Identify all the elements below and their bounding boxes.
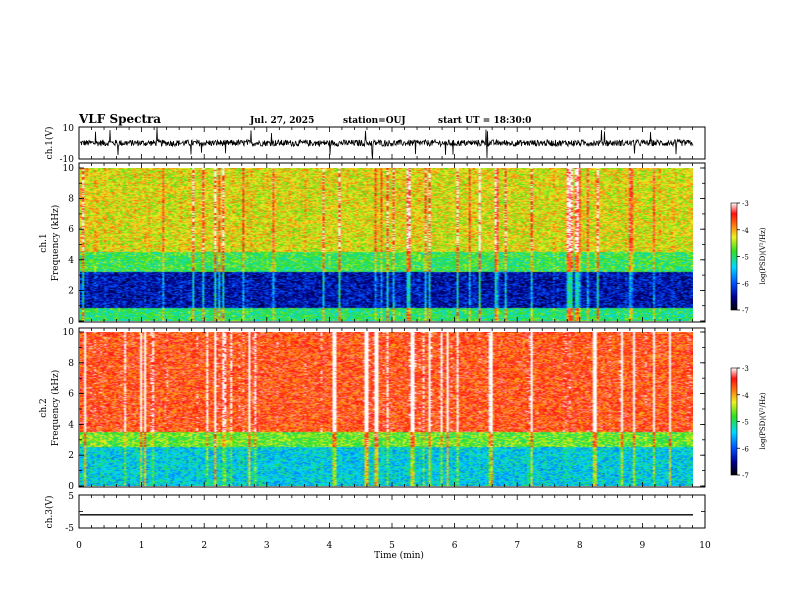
x-tick-label: 9	[640, 541, 646, 551]
spec1-ylabel-frequency: Frequency (kHz)	[50, 205, 61, 282]
ch3-ylabel: ch.3(V)	[44, 496, 55, 529]
x-tick-label: 3	[264, 541, 270, 551]
date-label: Jul. 27, 2025	[249, 116, 314, 126]
y-tick-label: 8	[68, 195, 74, 205]
figure-title: VLF Spectra	[78, 112, 161, 126]
ch3-ytick-top: 5	[68, 492, 74, 502]
x-tick-label: 2	[201, 541, 207, 551]
y-tick-label: 0	[68, 482, 74, 492]
x-axis-ticks: 0 1 2 3 4 5 6 7 8 9 10	[76, 541, 711, 551]
y-tick-label: 6	[68, 390, 74, 400]
x-tick-label: 7	[514, 541, 520, 551]
colorbar-tick-label: -6	[742, 445, 749, 453]
colorbar-ch1-ticks: -3 -4 -5 -6 -7	[737, 200, 749, 315]
y-tick-label: 4	[68, 420, 74, 430]
colorbar-ch1-label: log(PSD)(V²/Hz)	[759, 227, 767, 284]
ch1-ytick-top: 10	[63, 124, 75, 134]
x-tick-label: 1	[139, 541, 145, 551]
start-time-label: start UT = 18:30:0	[438, 116, 531, 126]
colorbar-tick-label: -3	[742, 200, 749, 208]
spectrogram-ch2-image	[80, 332, 693, 486]
ch1-ylabel: ch.1(V)	[44, 127, 55, 160]
colorbar-tick-label: -3	[742, 365, 749, 373]
colorbar-ch2-label: log(PSD)(V²/Hz)	[759, 392, 767, 449]
spectrogram-ch1-yticks: 0 2 4 6 8 10	[63, 163, 706, 327]
ch1-ytick-bottom: -10	[60, 155, 75, 165]
y-tick-label: 8	[68, 359, 74, 369]
waveform-ch1-panel: 10 -10 ch.1(V)	[44, 124, 706, 165]
x-tick-label: 4	[327, 541, 333, 551]
x-axis-label: Time (min)	[374, 550, 424, 561]
y-tick-label: 2	[68, 451, 74, 461]
y-tick-label: 6	[68, 225, 74, 235]
colorbar-ch2	[730, 367, 738, 476]
y-tick-label: 4	[68, 256, 74, 266]
x-tick-label: 0	[76, 541, 82, 551]
colorbar-ch1	[730, 202, 738, 311]
x-tick-label: 6	[452, 541, 458, 551]
spectrogram-ch2-yticks: 0 2 4 6 8 10	[63, 328, 706, 492]
spec1-ylabel-channel: ch.1	[39, 233, 49, 252]
x-tick-label: 10	[699, 541, 711, 551]
x-tick-label: 5	[389, 541, 395, 551]
y-tick-label: 0	[68, 317, 74, 327]
ch3-ytick-bottom: -5	[65, 524, 74, 534]
spec2-ylabel-frequency: Frequency (kHz)	[50, 370, 61, 447]
x-tick-label: 8	[577, 541, 583, 551]
colorbar-tick-label: -6	[742, 280, 749, 288]
colorbar-ch2-ticks: -3 -4 -5 -6 -7	[737, 365, 749, 480]
colorbar-tick-label: -4	[742, 227, 749, 235]
waveform-ch3-ticks	[78, 494, 706, 529]
waveform-ch3-frame	[78, 494, 706, 529]
colorbar-tick-label: -4	[742, 392, 749, 400]
colorbar-tick-label: -5	[742, 419, 749, 427]
waveform-ch1-ticks	[78, 127, 706, 159]
spec2-ylabel-channel: ch.2	[39, 398, 49, 417]
waveform-ch1-trace	[79, 127, 694, 159]
colorbar-tick-label: -5	[742, 254, 749, 262]
y-tick-label: 2	[68, 286, 74, 296]
waveform-ch3-panel: 5 -5 ch.3(V)	[44, 492, 706, 534]
station-label: station=OUJ	[343, 116, 406, 126]
y-tick-label: 10	[63, 164, 75, 174]
y-tick-label: 10	[63, 328, 75, 338]
colorbar-tick-label: -7	[742, 472, 749, 480]
spectrogram-ch1-image	[80, 168, 693, 321]
colorbar-tick-label: -7	[742, 307, 749, 315]
